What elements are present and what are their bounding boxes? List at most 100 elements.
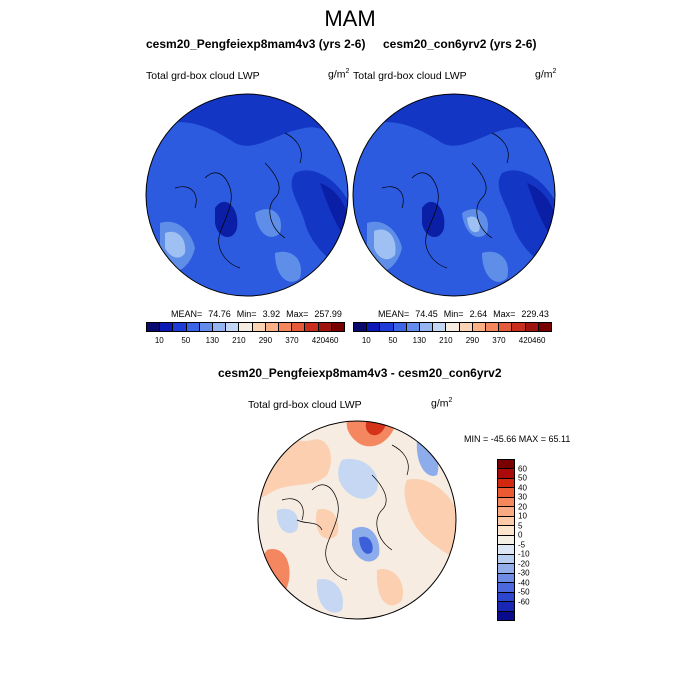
colorbar-swatch bbox=[498, 516, 514, 527]
panel-2-variable-label: Total grd-box cloud LWP bbox=[353, 70, 467, 82]
colorbar-tick-label: 30 bbox=[518, 492, 527, 502]
colorbar-swatch bbox=[318, 323, 332, 331]
panel-1-stats: MEAN= 74.76 Min= 3.92 Max= 257.99 bbox=[171, 309, 348, 319]
diff-pos-region-5 bbox=[259, 549, 290, 603]
colorbar-tick-label: 130 bbox=[412, 336, 427, 345]
difference-units: g/m2 bbox=[431, 397, 453, 410]
panel-1-case-title: cesm20_Pengfeiexp8mam4v3 (yrs 2-6) bbox=[146, 37, 366, 51]
colorbar-tick-label: 420 bbox=[518, 336, 533, 345]
colorbar-swatch bbox=[498, 583, 514, 593]
colorbar-tick-label: -20 bbox=[518, 559, 530, 569]
difference-variable-label: Total grd-box cloud LWP bbox=[248, 399, 362, 411]
colorbar-tick-label: 370 bbox=[492, 336, 506, 345]
page-title: MAM bbox=[324, 6, 376, 31]
colorbar-swatch bbox=[279, 323, 293, 331]
panel-1-light-region-3 bbox=[275, 251, 301, 282]
colorbar-swatch bbox=[305, 323, 319, 331]
colorbar-swatch bbox=[213, 323, 227, 331]
panel-1-darker-region bbox=[320, 183, 348, 243]
difference-coastline bbox=[281, 444, 409, 581]
panel-2-polar-map bbox=[352, 93, 556, 297]
diff-neg-region-1 bbox=[338, 459, 378, 499]
colorbar-tick-label: 370 bbox=[285, 336, 299, 345]
colorbar-tick-label: -40 bbox=[518, 578, 530, 588]
colorbar-swatch bbox=[147, 323, 161, 331]
colorbar-swatch bbox=[406, 323, 421, 331]
colorbar-swatch bbox=[498, 478, 514, 489]
colorbar-tick-label: 5 bbox=[518, 521, 523, 531]
colorbar-swatch bbox=[380, 323, 394, 331]
colorbar-tick-label: 50 bbox=[181, 336, 191, 345]
panel-2-coastline bbox=[381, 132, 509, 269]
panel-1-min-label: Min= bbox=[236, 309, 257, 319]
panel-2-colorbar bbox=[353, 322, 552, 332]
diff-neg-region-5 bbox=[416, 440, 439, 476]
panel-1-light-region-2 bbox=[255, 209, 281, 237]
panel-1-variable-label: Total grd-box cloud LWP bbox=[146, 70, 260, 82]
colorbar-swatch bbox=[393, 323, 407, 331]
difference-minmax: MIN = -45.66 MAX = 65.11 bbox=[464, 434, 571, 444]
panel-1-units: g/m2 bbox=[328, 68, 350, 81]
colorbar-tick-label: -5 bbox=[518, 540, 526, 550]
diff-pos-region-4 bbox=[404, 479, 456, 560]
panel-2-lighter-region bbox=[374, 229, 396, 260]
colorbar-tick-label: 50 bbox=[388, 336, 398, 345]
difference-colorbar bbox=[497, 459, 515, 621]
panel-1-mean-value: 74.76 bbox=[208, 309, 231, 319]
colorbar-tick-label: 20 bbox=[518, 502, 527, 512]
colorbar-swatch bbox=[498, 564, 514, 574]
diff-neg-region-3 bbox=[359, 536, 373, 554]
colorbar-swatch bbox=[433, 323, 447, 331]
difference-colorbar-labels: 60 50 40 30 20 10 5 0 -5 -10 -20 -30 -40 -50 -60 bbox=[518, 459, 558, 621]
panel-2-case-title: cesm20_con6yrv2 (yrs 2-6) bbox=[383, 37, 537, 51]
panel-2-dark-region bbox=[353, 94, 555, 163]
panel-1-min-value: 3.92 bbox=[262, 309, 281, 319]
colorbar-tick-label: 460 bbox=[325, 336, 339, 345]
difference-map-border bbox=[257, 420, 457, 620]
colorbar-swatch bbox=[498, 526, 514, 536]
colorbar-swatch bbox=[186, 323, 200, 331]
panel-1-colorbar bbox=[146, 322, 345, 332]
colorbar-swatch bbox=[498, 460, 514, 470]
colorbar-tick-label: 10 bbox=[518, 511, 527, 521]
colorbar-swatch bbox=[160, 323, 174, 331]
colorbar-swatch bbox=[498, 535, 514, 546]
colorbar-swatch bbox=[498, 602, 514, 612]
colorbar-tick-label: 130 bbox=[205, 336, 220, 345]
colorbar-swatch bbox=[252, 323, 266, 331]
colorbar-swatch bbox=[459, 323, 473, 331]
colorbar-swatch bbox=[525, 323, 539, 331]
colorbar-swatch bbox=[472, 323, 487, 331]
colorbar-swatch bbox=[512, 323, 526, 331]
colorbar-tick-label: 60 bbox=[518, 464, 527, 474]
colorbar-swatch bbox=[499, 323, 513, 331]
panel-2-min-label: Min= bbox=[443, 309, 464, 319]
difference-title: cesm20_Pengfeiexp8mam4v3 - cesm20_con6yr… bbox=[218, 366, 502, 380]
panel-2-max-value: 229.43 bbox=[521, 309, 549, 319]
colorbar-tick-label: 290 bbox=[258, 336, 273, 345]
panel-1-max-value: 257.99 bbox=[314, 309, 342, 319]
panel-1-darker-core bbox=[215, 201, 238, 238]
colorbar-tick-label: 10 bbox=[154, 336, 164, 345]
colorbar-swatch bbox=[498, 573, 514, 584]
colorbar-tick-label: 40 bbox=[518, 483, 527, 493]
colorbar-tick-label: 460 bbox=[532, 336, 546, 345]
panel-1-mean-label: MEAN= bbox=[171, 309, 203, 319]
colorbar-tick-label: 290 bbox=[465, 336, 480, 345]
panel-2-colorbar-labels: 10 50 130 210 290 370 420 460 bbox=[353, 336, 552, 348]
colorbar-tick-label: -10 bbox=[518, 549, 530, 559]
panel-2-light-region-3 bbox=[482, 251, 508, 282]
panel-2-lighter-region-2 bbox=[467, 216, 480, 233]
panel-2-mean-value: 74.45 bbox=[415, 309, 438, 319]
colorbar-tick-label: 210 bbox=[232, 336, 246, 345]
colorbar-swatch bbox=[265, 323, 280, 331]
colorbar-swatch bbox=[199, 323, 214, 331]
panel-1-polar-map bbox=[145, 93, 349, 297]
colorbar-swatch bbox=[331, 323, 345, 331]
difference-polar-map bbox=[257, 420, 457, 620]
colorbar-swatch bbox=[486, 323, 500, 331]
colorbar-tick-label: -50 bbox=[518, 587, 530, 597]
panel-1-colorbar-labels: 10 50 130 210 290 370 420 460 bbox=[146, 336, 345, 348]
colorbar-swatch bbox=[446, 323, 460, 331]
colorbar-swatch bbox=[498, 497, 514, 508]
